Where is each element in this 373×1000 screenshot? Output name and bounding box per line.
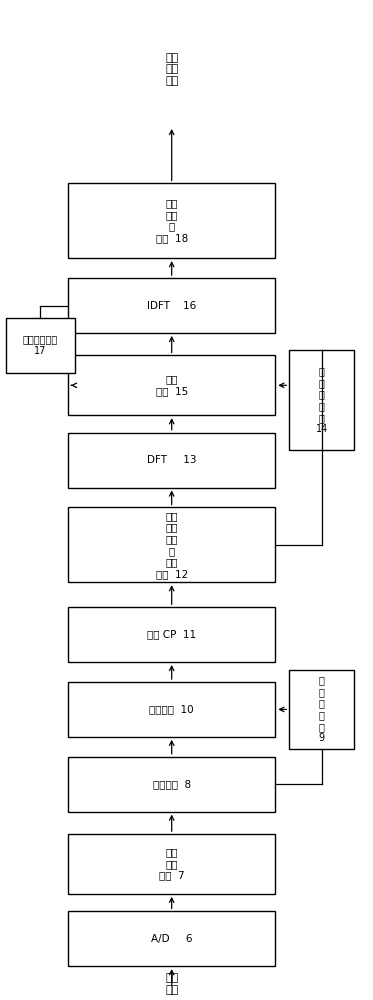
- Bar: [289, 670, 354, 749]
- Text: 信道
均衡  15: 信道 均衡 15: [156, 375, 188, 396]
- Text: A/D     6: A/D 6: [151, 934, 192, 944]
- Text: 信
道
估
计
器
14: 信 道 估 计 器 14: [316, 366, 328, 434]
- Text: 载置分离  8: 载置分离 8: [153, 779, 191, 789]
- Bar: [6, 318, 75, 373]
- Text: 信道
估计
序列
和
数据
分离  12: 信道 估计 序列 和 数据 分离 12: [156, 511, 188, 579]
- Text: 频调
解调
输出: 频调 解调 输出: [165, 53, 178, 86]
- Text: 去除 CP  11: 去除 CP 11: [147, 630, 196, 640]
- Bar: [68, 757, 275, 812]
- Text: 接收
信号: 接收 信号: [165, 973, 178, 995]
- Text: 信号
解调
和
判决  18: 信号 解调 和 判决 18: [156, 198, 188, 243]
- Text: 频置纠正  10: 频置纠正 10: [149, 704, 194, 714]
- Bar: [68, 834, 275, 894]
- Bar: [68, 433, 275, 488]
- Text: IDFT    16: IDFT 16: [147, 301, 196, 311]
- Bar: [68, 278, 275, 333]
- Bar: [68, 682, 275, 737]
- Bar: [68, 607, 275, 662]
- Bar: [68, 507, 275, 582]
- Bar: [68, 183, 275, 258]
- Text: 相位偏转估计
17: 相位偏转估计 17: [23, 335, 58, 356]
- Bar: [68, 355, 275, 415]
- Bar: [68, 911, 275, 966]
- Text: DFT     13: DFT 13: [147, 455, 197, 465]
- Bar: [289, 350, 354, 450]
- Text: 频
偏
估
计
器
9: 频 偏 估 计 器 9: [319, 675, 325, 743]
- Text: 数字
下频
滤波  7: 数字 下频 滤波 7: [159, 847, 185, 881]
